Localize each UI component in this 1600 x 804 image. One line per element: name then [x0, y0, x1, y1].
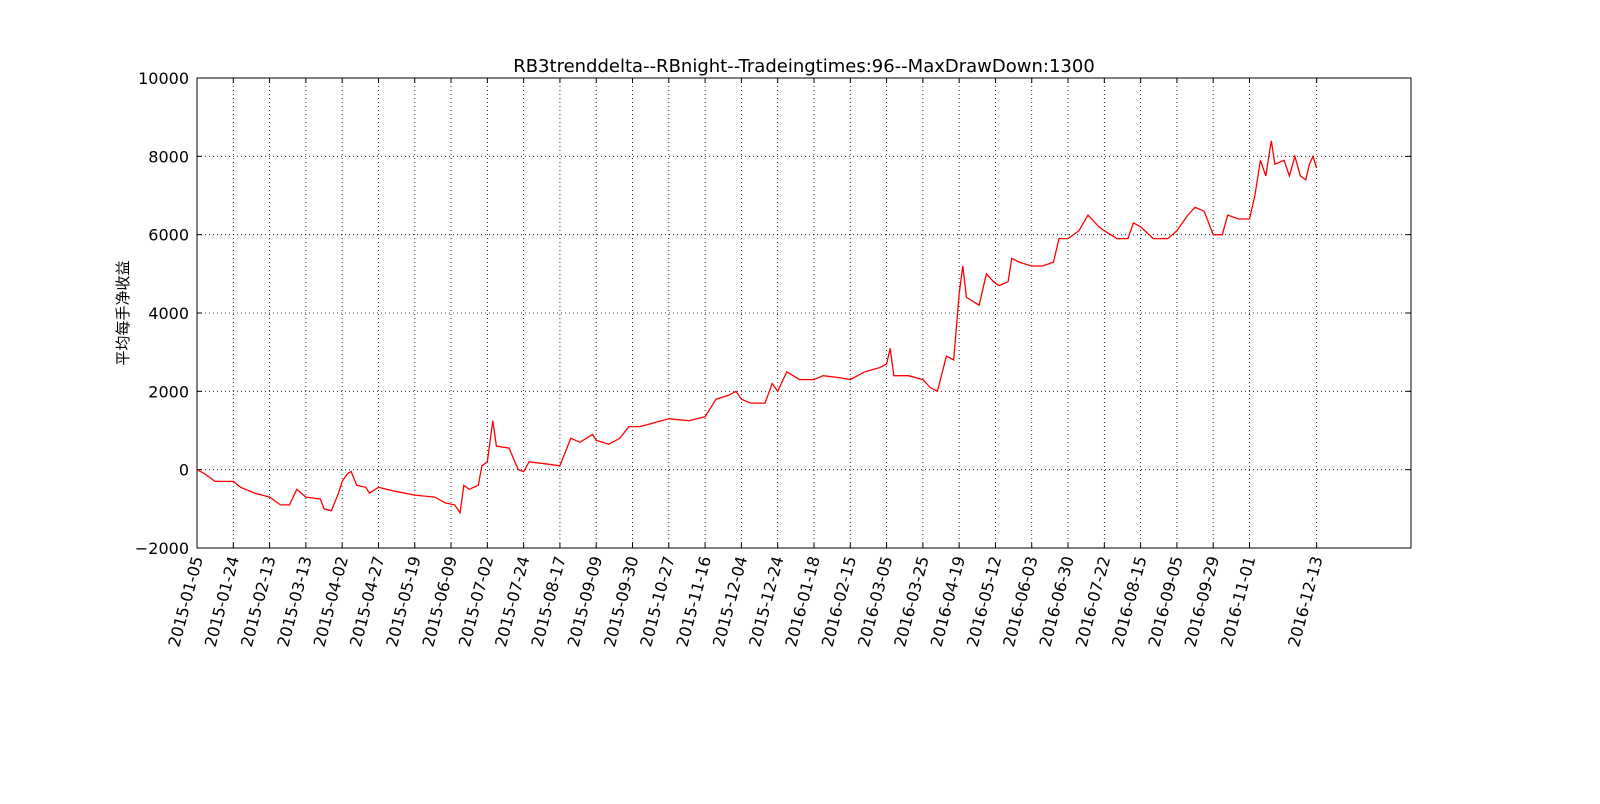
- x-tick-label: 2015-04-02: [310, 554, 352, 649]
- x-tick-label: 2015-01-05: [164, 554, 206, 649]
- x-tick-label: 2015-12-04: [709, 554, 751, 649]
- y-tick-label: 6000: [148, 226, 189, 245]
- x-tick-label: 2015-07-02: [455, 554, 497, 649]
- x-tick-label: 2015-09-09: [564, 554, 606, 649]
- x-tick-label: 2015-09-30: [600, 554, 642, 649]
- x-tick-label: 2016-03-25: [890, 554, 932, 649]
- x-tick-label: 2015-05-19: [382, 554, 424, 649]
- plot-frame: [196, 77, 1412, 549]
- y-tick-label: 8000: [148, 147, 189, 166]
- x-tick-label: 2016-01-18: [781, 554, 823, 649]
- x-tick-label: 2016-05-12: [963, 554, 1005, 649]
- x-tick-label: 2015-12-24: [745, 554, 787, 649]
- x-tick-label: 2016-02-15: [818, 554, 860, 649]
- x-tick-label: 2015-06-09: [418, 554, 460, 649]
- x-tick-label: 2016-09-29: [1181, 554, 1223, 649]
- chart-title: RB3trenddelta--RBnight--Tradeingtimes:96…: [513, 56, 1095, 77]
- x-tick-label: 2016-03-05: [854, 554, 896, 649]
- y-tick-label: 10000: [138, 69, 189, 88]
- y-axis-label: 平均每手净收益: [114, 260, 132, 365]
- x-tick-label: 2015-03-13: [273, 554, 315, 649]
- y-tick-label: −2000: [135, 539, 189, 558]
- data-line: [196, 140, 1318, 515]
- x-tick-label: 2016-06-03: [999, 554, 1041, 649]
- x-tick-label: 2016-08-15: [1108, 554, 1150, 649]
- x-tick-label: 2015-04-27: [346, 554, 388, 649]
- x-tick-label: 2015-01-24: [201, 554, 243, 649]
- y-tick-label: 0: [179, 461, 189, 480]
- x-tick-label: 2016-11-01: [1217, 554, 1259, 649]
- x-tick-label: 2016-06-30: [1035, 554, 1077, 649]
- y-tick-label: 2000: [148, 382, 189, 401]
- x-tick-label: 2015-10-27: [636, 554, 678, 649]
- x-tick-label: 2016-04-19: [927, 554, 969, 649]
- x-tick-label: 2015-07-24: [491, 554, 533, 649]
- x-tick-label: 2015-02-13: [237, 554, 279, 649]
- x-tick-label: 2015-08-17: [527, 554, 569, 649]
- x-tick-label: 2015-11-16: [673, 554, 715, 649]
- x-tick-label: 2016-07-22: [1072, 554, 1114, 649]
- x-tick-label: 2016-09-05: [1144, 554, 1186, 649]
- x-tick-label: 2016-12-13: [1284, 554, 1326, 649]
- y-tick-label: 4000: [148, 304, 189, 323]
